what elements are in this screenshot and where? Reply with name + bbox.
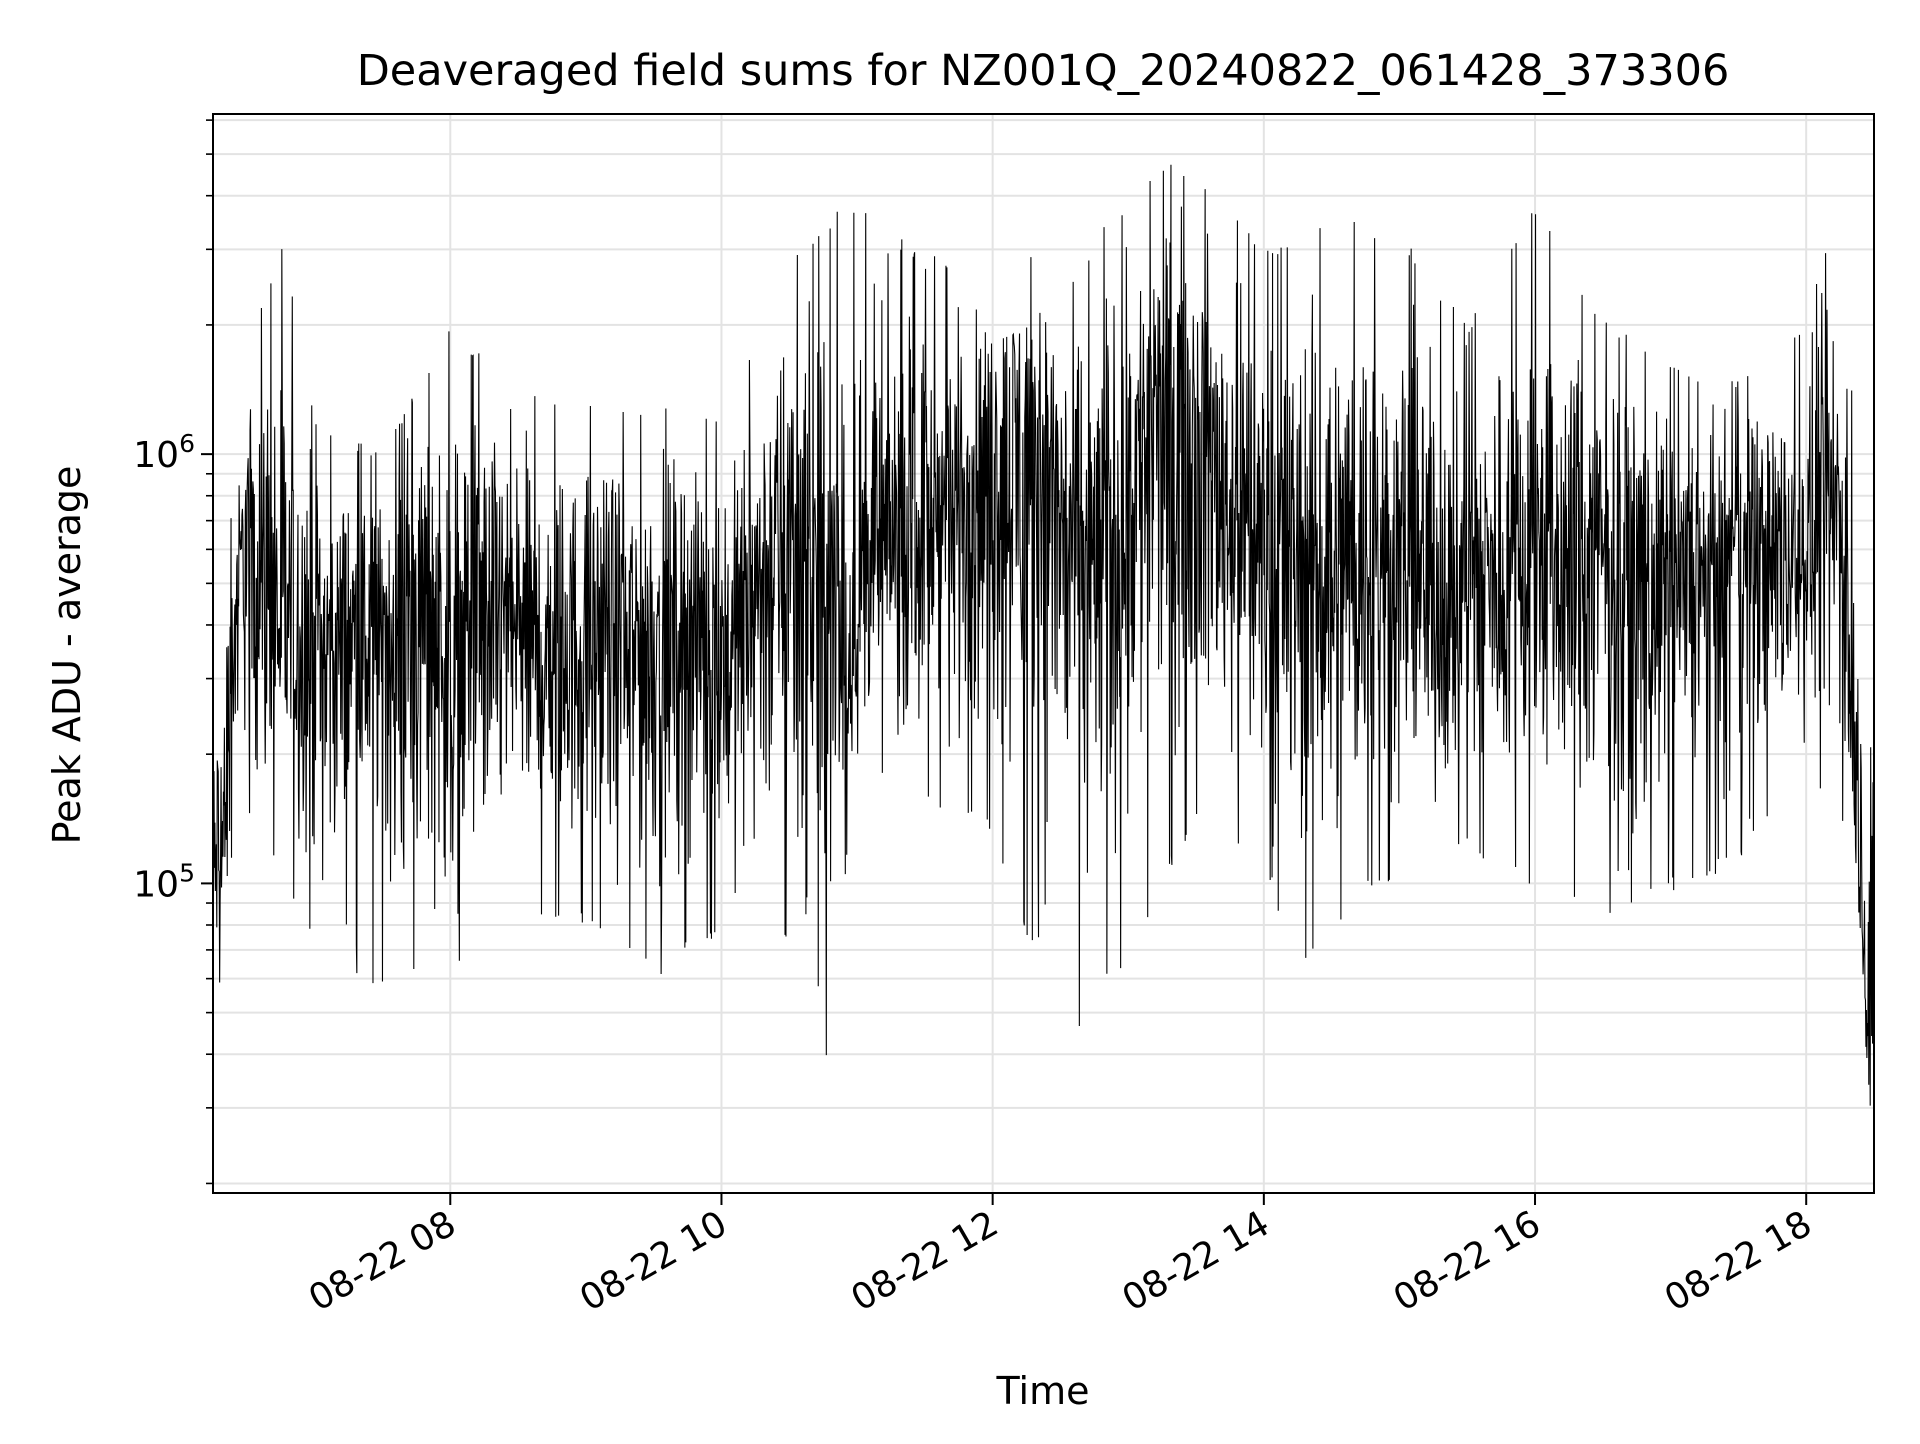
chart-title: Deaveraged field sums for NZ001Q_2024082… (357, 46, 1730, 96)
plot-frame (212, 113, 1875, 1194)
x-axis-label: Time (996, 1369, 1090, 1413)
data-layer (212, 164, 1875, 1118)
y-tick-label: 105 (133, 858, 195, 905)
y-tick-label: 106 (133, 429, 195, 476)
y-axis-label: Peak ADU - average (45, 466, 89, 845)
data-series-line (212, 164, 1875, 1118)
